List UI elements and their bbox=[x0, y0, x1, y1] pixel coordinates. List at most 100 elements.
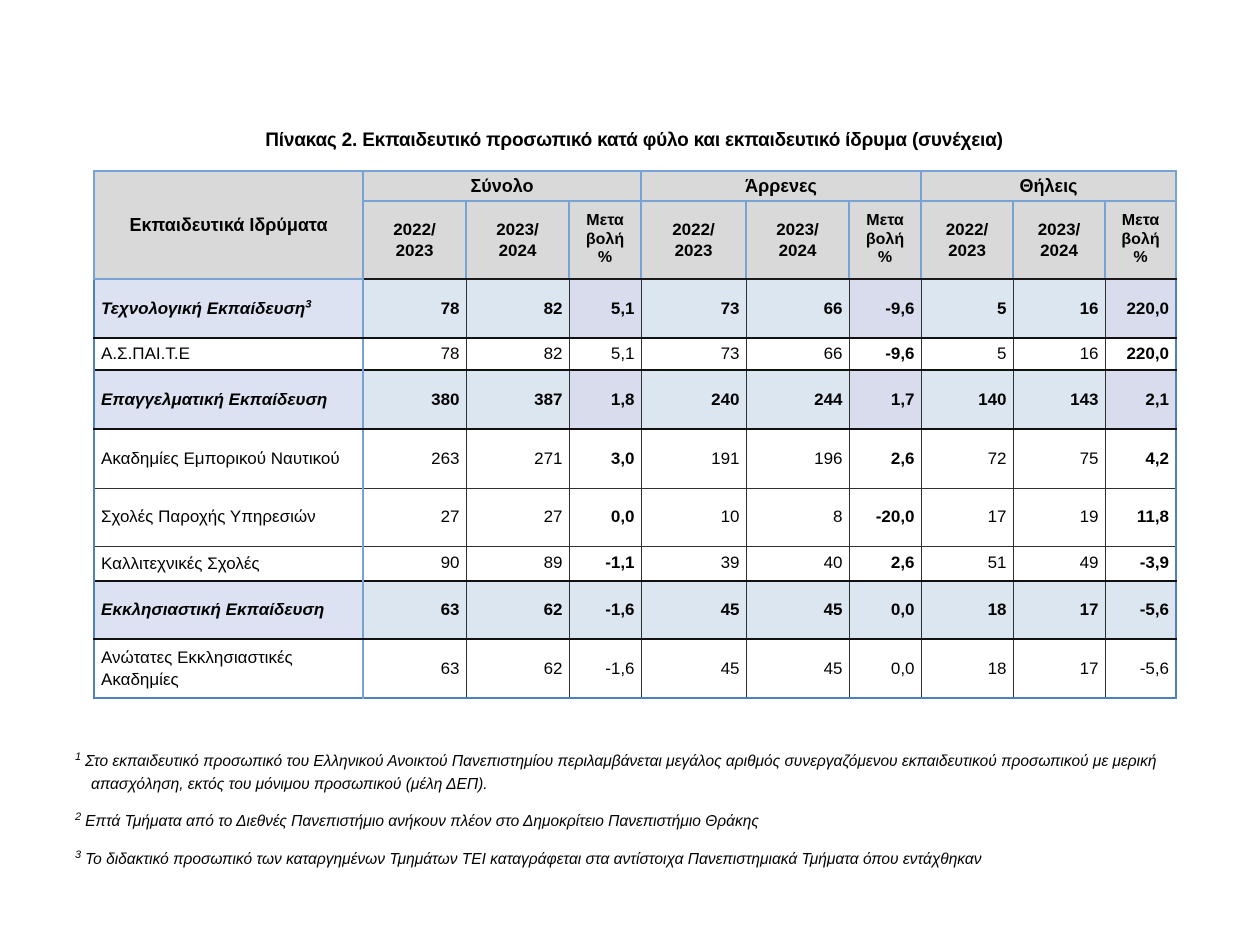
staff-table: Εκπαιδευτικά Ιδρύματα Σύνολο Άρρενες Θήλ… bbox=[93, 170, 1177, 699]
value-cell: 40 bbox=[745, 545, 850, 582]
value-cell: 73 bbox=[640, 278, 747, 339]
value-cell: 2,6 bbox=[848, 545, 922, 582]
value-cell: 271 bbox=[465, 428, 570, 489]
value-cell: -9,6 bbox=[848, 337, 922, 371]
value-cell: 66 bbox=[745, 278, 850, 339]
row-label: Α.Σ.ΠΑΙ.Τ.Ε bbox=[93, 337, 364, 371]
value-cell: 72 bbox=[920, 428, 1014, 489]
value-cell: 45 bbox=[745, 580, 850, 640]
value-cell: 143 bbox=[1012, 369, 1106, 430]
footnote-marker: 3 bbox=[75, 848, 82, 861]
value-cell: 45 bbox=[745, 638, 850, 699]
value-cell: 27 bbox=[362, 487, 467, 547]
subheader-total-year1: 2022/ 2023 bbox=[362, 200, 467, 280]
table-title: Πίνακας 2. Εκπαιδευτικό προσωπικό κατά φ… bbox=[265, 130, 1003, 151]
value-cell: 89 bbox=[465, 545, 570, 582]
row-label: Καλλιτεχνικές Σχολές bbox=[93, 545, 364, 582]
subheader-total-change: Μετα βολή % bbox=[568, 200, 642, 280]
corner-header: Εκπαιδευτικά Ιδρύματα bbox=[93, 170, 364, 280]
value-cell: 2,1 bbox=[1104, 369, 1177, 430]
value-cell: 3,0 bbox=[568, 428, 642, 489]
footnote-text: Επτά Τμήματα από το Διεθνές Πανεπιστήμιο… bbox=[85, 813, 759, 831]
value-cell: 17 bbox=[1012, 580, 1106, 640]
value-cell: 387 bbox=[465, 369, 570, 430]
value-cell: -20,0 bbox=[848, 487, 922, 547]
footnote-text: Στο εκπαιδευτικό προσωπικό του Ελληνικού… bbox=[85, 753, 1157, 793]
value-cell: 220,0 bbox=[1104, 337, 1177, 371]
row-label: Εκκλησιαστική Εκπαίδευση bbox=[93, 580, 364, 640]
value-cell: 17 bbox=[920, 487, 1014, 547]
table-row: Ανώτατες Εκκλησιαστικές Ακαδημίες 63 62 … bbox=[93, 638, 1177, 699]
value-cell: 196 bbox=[745, 428, 850, 489]
value-cell: 263 bbox=[362, 428, 467, 489]
group-header-females: Θήλεις bbox=[920, 170, 1177, 202]
value-cell: 5,1 bbox=[568, 278, 642, 339]
value-cell: 82 bbox=[465, 278, 570, 339]
value-cell: -5,6 bbox=[1104, 638, 1177, 699]
footnote-text: Το διδακτικό προσωπικό των καταργημένων … bbox=[85, 850, 982, 868]
value-cell: 17 bbox=[1012, 638, 1106, 699]
row-label: Επαγγελματική Εκπαίδευση bbox=[93, 369, 364, 430]
value-cell: 49 bbox=[1012, 545, 1106, 582]
subheader-females-year2: 2023/ 2024 bbox=[1012, 200, 1106, 280]
value-cell: 39 bbox=[640, 545, 747, 582]
value-cell: 63 bbox=[362, 638, 467, 699]
footnote: 1 Στο εκπαιδευτικό προσωπικό του Ελληνικο… bbox=[75, 750, 1170, 796]
value-cell: 1,8 bbox=[568, 369, 642, 430]
subheader-males-change: Μετα βολή % bbox=[848, 200, 922, 280]
value-cell: 18 bbox=[920, 580, 1014, 640]
value-cell: 45 bbox=[640, 580, 747, 640]
footnote-marker: 1 bbox=[75, 751, 82, 763]
value-cell: 16 bbox=[1012, 278, 1106, 339]
value-cell: 16 bbox=[1012, 337, 1106, 371]
value-cell: 19 bbox=[1012, 487, 1106, 547]
subheader-row: 2022/ 2023 2023/ 2024 Μετα βολή % 2022/ … bbox=[94, 200, 1177, 280]
value-cell: 2,6 bbox=[848, 428, 922, 489]
value-cell: 62 bbox=[465, 638, 570, 699]
value-cell: 380 bbox=[362, 369, 467, 430]
footnote-marker: 2 bbox=[75, 811, 82, 824]
value-cell: 90 bbox=[362, 545, 467, 582]
value-cell: 75 bbox=[1012, 428, 1106, 489]
value-cell: 63 bbox=[362, 580, 467, 640]
footnote: 3 Το διδακτικό προσωπικό των καταργημένων… bbox=[75, 848, 1170, 872]
row-label: Ακαδημίες Εμπορικού Ναυτικού bbox=[93, 428, 364, 489]
table-row: Καλλιτεχνικές Σχολές 90 89 -1,1 39 40 2,… bbox=[93, 545, 1177, 582]
value-cell: -5,6 bbox=[1104, 580, 1177, 640]
value-cell: -1,6 bbox=[568, 580, 642, 640]
value-cell: 220,0 bbox=[1104, 278, 1177, 339]
row-label: Σχολές Παροχής Υπηρεσιών bbox=[93, 487, 364, 547]
value-cell: 240 bbox=[640, 369, 747, 430]
value-cell: 244 bbox=[745, 369, 850, 430]
value-cell: 66 bbox=[745, 337, 850, 371]
table-row: Α.Σ.ΠΑΙ.Τ.Ε 78 82 5,1 73 66 -9,6 5 16 22… bbox=[93, 337, 1177, 371]
group-header-males: Άρρενες bbox=[640, 170, 922, 202]
subheader-males-year1: 2022/ 2023 bbox=[640, 200, 747, 280]
value-cell: 78 bbox=[362, 278, 467, 339]
value-cell: 82 bbox=[465, 337, 570, 371]
subheader-females-change: Μετα βολή % bbox=[1104, 200, 1177, 280]
value-cell: 1,7 bbox=[848, 369, 922, 430]
footnote: 2 Επτά Τμήματα από το Διεθνές Πανεπιστήμι… bbox=[75, 810, 1170, 834]
value-cell: 5 bbox=[920, 337, 1014, 371]
subheader-females-year1: 2022/ 2023 bbox=[920, 200, 1014, 280]
table-row: Επαγγελματική Εκπαίδευση 380 387 1,8 240… bbox=[93, 369, 1177, 430]
value-cell: 10 bbox=[640, 487, 747, 547]
value-cell: 0,0 bbox=[848, 580, 922, 640]
row-label: Ανώτατες Εκκλησιαστικές Ακαδημίες bbox=[93, 638, 364, 699]
value-cell: 8 bbox=[745, 487, 850, 547]
value-cell: -9,6 bbox=[848, 278, 922, 339]
footnote-ref: 3 bbox=[305, 298, 312, 311]
value-cell: 51 bbox=[920, 545, 1014, 582]
value-cell: 140 bbox=[920, 369, 1014, 430]
value-cell: -1,6 bbox=[568, 638, 642, 699]
value-cell: 27 bbox=[465, 487, 570, 547]
row-label: Τεχνολογική Εκπαίδευση3 bbox=[93, 278, 364, 339]
value-cell: 4,2 bbox=[1104, 428, 1177, 489]
value-cell: 5 bbox=[920, 278, 1014, 339]
table-row: Σχολές Παροχής Υπηρεσιών 27 27 0,0 10 8 … bbox=[93, 487, 1177, 547]
group-header-row: Εκπαιδευτικά Ιδρύματα Σύνολο Άρρενες Θήλ… bbox=[93, 170, 1177, 280]
value-cell: 0,0 bbox=[568, 487, 642, 547]
subheader-males-year2: 2023/ 2024 bbox=[745, 200, 850, 280]
